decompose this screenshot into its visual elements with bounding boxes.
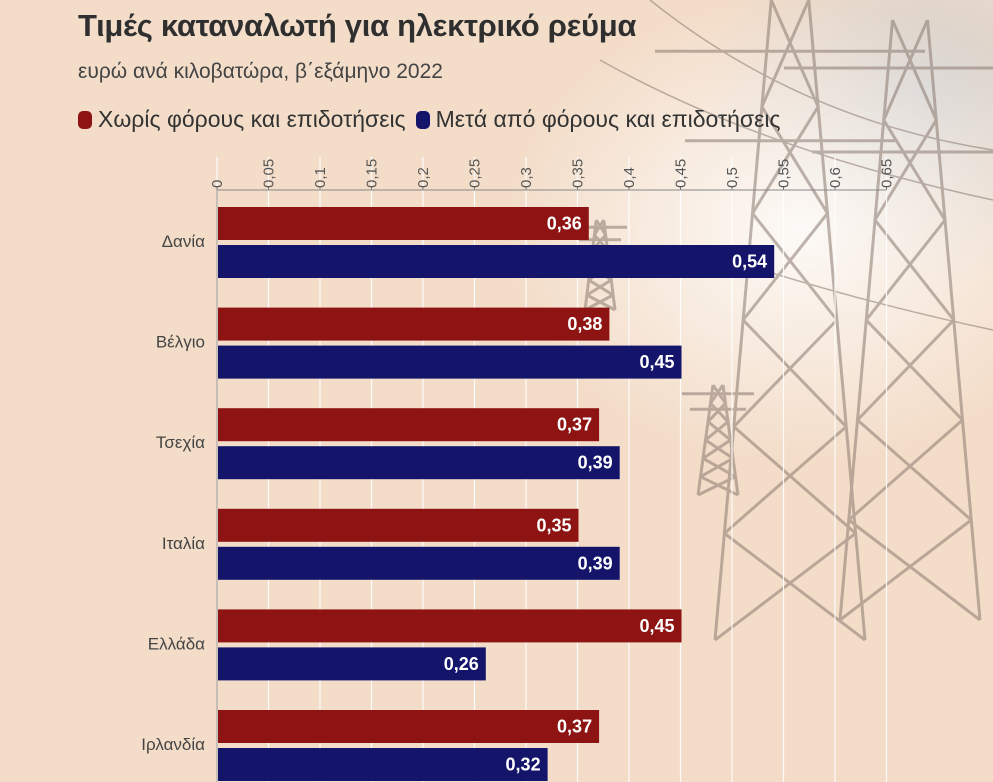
power-line — [599, 59, 993, 201]
x-tick-label: 0,25 — [467, 159, 484, 188]
pylon-brace — [856, 418, 973, 522]
data-label: 0,37 — [557, 415, 592, 435]
bars: Δανία 0,36 0,54 Βέλγιο 0,38 0,45 Τσεχία 0,37 0,3… — [141, 207, 775, 781]
x-tick-label: 0,1 — [312, 167, 329, 188]
bar-posttax — [218, 245, 775, 278]
bar-pretax — [218, 609, 682, 643]
legend-label-posttax: Μετά από φόρους και επιδοτήσεις — [435, 106, 781, 132]
pylon-brace — [856, 318, 955, 422]
pylon-brace — [865, 318, 964, 422]
data-label: 0,45 — [639, 352, 674, 372]
pylon-brace — [847, 518, 981, 622]
x-tick-label: 0,45 — [673, 159, 690, 188]
pylon-brace — [697, 475, 737, 497]
legend-item-pretax: Χωρίς φόρους και επιδοτήσεις — [78, 106, 406, 133]
pylon-brace — [760, 0, 811, 108]
pylon-brace — [586, 278, 613, 297]
pylon-brace — [714, 532, 857, 642]
data-label: 0,26 — [444, 654, 479, 674]
pylon-distant — [682, 384, 754, 497]
pylon-brace — [882, 119, 947, 221]
x-tick-label: 0,2 — [415, 167, 432, 188]
data-label: 0,39 — [578, 553, 613, 573]
power-line — [649, 0, 993, 151]
chart-subtitle: ευρώ ανά κιλοβατώρα, β΄εξάμηνο 2022 — [78, 60, 443, 83]
pylon-brace — [769, 0, 820, 108]
legend-swatch-pretax — [78, 110, 92, 129]
legend-item-posttax: Μετά από φόρους και επιδοτήσεις — [415, 106, 781, 133]
bar-pretax — [218, 508, 579, 542]
pylon-brace — [584, 293, 614, 312]
x-tick-label: 0,3 — [518, 167, 535, 188]
x-tick-label: 0,6 — [827, 167, 844, 188]
category-label: Βέλγιο — [156, 333, 205, 352]
data-label: 0,32 — [506, 755, 541, 775]
category-label: Ελλάδα — [148, 634, 205, 653]
bar-pretax — [218, 408, 600, 442]
pylon-brace — [723, 532, 866, 642]
pylon-brace — [707, 420, 732, 442]
pylon-brace — [723, 425, 848, 535]
bar-posttax — [218, 345, 682, 379]
chart-title: Τιμές καταναλωτή για ηλεκτρικό ρεύμα — [78, 8, 637, 43]
pylon-brace — [751, 212, 839, 321]
legend-swatch-posttax — [415, 110, 430, 129]
pylon-brace — [760, 105, 829, 215]
data-label: 0,54 — [732, 252, 767, 272]
pylon-brace — [742, 318, 848, 428]
category-label: Τσεχία — [156, 433, 205, 452]
bar-posttax — [218, 446, 620, 480]
data-label: 0,35 — [536, 515, 571, 535]
pylon-brace — [891, 19, 938, 121]
pylon-large-right — [784, 19, 993, 622]
pylon-brace — [699, 457, 734, 478]
bar-pretax — [218, 207, 589, 240]
pylon-brace — [839, 518, 973, 622]
x-tick-label: 0,05 — [261, 159, 278, 188]
pylon-brace — [732, 318, 838, 428]
data-label: 0,45 — [639, 616, 674, 636]
x-tick-label: 0,4 — [621, 167, 638, 188]
category-label: Ιταλία — [162, 534, 205, 553]
bar-posttax — [218, 748, 548, 781]
x-tick-label: 0,65 — [879, 159, 896, 188]
pylon-brace — [709, 402, 730, 423]
pylon-brace — [882, 19, 929, 121]
pylon-brace — [741, 212, 829, 321]
legend: Χωρίς φόρους και επιδοτήσεις Μετά από φό… — [78, 106, 791, 133]
pylon-brace — [704, 420, 729, 442]
x-tick-label: 0,15 — [364, 159, 381, 188]
legend-label-pretax: Χωρίς φόρους και επιδοτήσεις — [98, 106, 406, 132]
data-label: 0,38 — [567, 314, 602, 334]
data-label: 0,36 — [547, 214, 582, 234]
bar-pretax — [218, 710, 600, 743]
x-tick-label: 0,35 — [570, 159, 587, 188]
x-tick-label: 0 — [209, 180, 226, 188]
category-label: Δανία — [162, 232, 205, 251]
category-label: Ιρλανδία — [141, 735, 205, 754]
x-tick-label: 0,5 — [724, 167, 741, 188]
pylon-brace — [751, 105, 820, 215]
bar-pretax — [218, 307, 610, 341]
bar-posttax — [218, 647, 486, 681]
data-label: 0,39 — [578, 453, 613, 473]
bar-posttax — [218, 546, 620, 580]
x-tick-label: 0,55 — [776, 159, 793, 188]
pylon-brace — [706, 402, 727, 423]
pylon-brace — [702, 438, 732, 460]
data-label: 0,37 — [557, 717, 592, 737]
pylon-brace — [847, 418, 964, 522]
pylon-brace — [873, 219, 955, 321]
